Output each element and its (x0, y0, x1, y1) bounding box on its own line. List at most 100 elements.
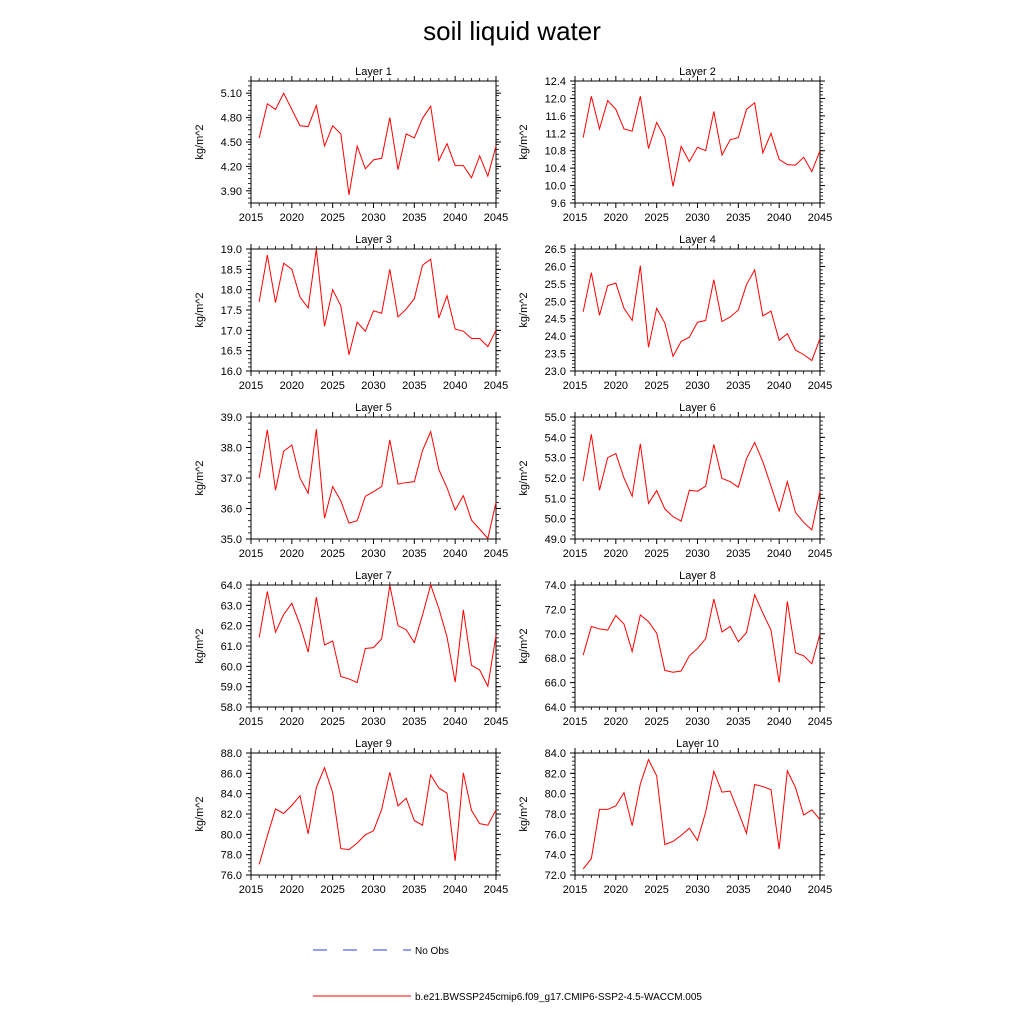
x-tick-label: 2035 (402, 380, 426, 392)
y-tick-label: 51.0 (545, 493, 566, 505)
x-tick-label: 2020 (280, 212, 304, 224)
y-tick-label: 10.4 (545, 163, 566, 175)
x-tick-label: 2035 (726, 380, 750, 392)
y-tick-label: 84.0 (221, 789, 242, 801)
y-tick-label: 78.0 (221, 850, 242, 862)
x-tick-label: 2045 (484, 548, 508, 560)
panel-title: Layer 9 (355, 738, 392, 750)
x-tick-label: 2020 (604, 884, 628, 896)
y-tick-label: 80.0 (221, 829, 242, 841)
x-tick-label: 2025 (644, 548, 668, 560)
y-tick-label: 70.0 (545, 629, 566, 641)
y-tick-label: 72.0 (545, 870, 566, 882)
y-tick-label: 66.0 (545, 678, 566, 690)
x-tick-label: 2030 (685, 212, 709, 224)
y-tick-label: 37.0 (221, 473, 242, 485)
panel-title: Layer 7 (355, 570, 392, 582)
y-tick-label: 82.0 (221, 809, 242, 821)
x-tick-label: 2030 (685, 716, 709, 728)
y-tick-label: 3.90 (221, 186, 242, 198)
y-tick-label: 9.6 (551, 198, 566, 210)
y-tick-label: 55.0 (545, 412, 566, 424)
y-tick-label: 10.8 (545, 146, 566, 158)
y-tick-label: 62.0 (221, 621, 242, 633)
panel-title: Layer 5 (355, 402, 392, 414)
series-line-layer-4 (582, 265, 821, 362)
x-tick-label: 2040 (767, 884, 791, 896)
series-line-layer-7 (258, 583, 497, 688)
y-tick-label: 23.5 (545, 349, 566, 361)
series-line-layer-3 (258, 248, 497, 355)
panel-layer-4: Layer 4 kg/m^2 2015 2020 2025 2030 2035 2040 204… (518, 234, 832, 392)
x-tick-label: 2015 (239, 548, 263, 560)
panel-layer-8: Layer 8 kg/m^2 2015 2020 2025 2030 2035 2040 204… (518, 570, 832, 728)
y-tick-label: 16.0 (221, 366, 242, 378)
x-tick-label: 2020 (280, 884, 304, 896)
x-tick-label: 2045 (808, 884, 832, 896)
x-tick-label: 2030 (685, 548, 709, 560)
x-tick-label: 2015 (239, 884, 263, 896)
figure-title: soil liquid water (423, 16, 601, 46)
x-tick-label: 2015 (563, 716, 587, 728)
x-tick-label: 2030 (361, 884, 385, 896)
y-tick-label: 63.0 (221, 600, 242, 612)
y-tick-label: 10.0 (545, 181, 566, 193)
x-tick-label: 2035 (726, 548, 750, 560)
x-tick-label: 2015 (563, 212, 587, 224)
y-axis-label: kg/m^2 (518, 460, 530, 495)
y-tick-label: 74.0 (545, 850, 566, 862)
y-tick-label: 5.10 (221, 88, 242, 100)
x-tick-label: 2015 (563, 380, 587, 392)
x-tick-label: 2025 (320, 212, 344, 224)
panel-title: Layer 6 (679, 402, 716, 414)
y-tick-label: 18.0 (221, 285, 242, 297)
y-tick-label: 12.4 (545, 76, 566, 88)
x-tick-label: 2045 (808, 548, 832, 560)
y-tick-label: 39.0 (221, 412, 242, 424)
x-tick-label: 2035 (726, 884, 750, 896)
x-tick-label: 2025 (320, 884, 344, 896)
x-tick-label: 2040 (443, 884, 467, 896)
y-tick-label: 26.0 (545, 261, 566, 273)
x-tick-label: 2035 (402, 548, 426, 560)
y-tick-label: 64.0 (545, 702, 566, 714)
x-tick-label: 2030 (685, 380, 709, 392)
y-tick-label: 72.0 (545, 604, 566, 616)
x-tick-label: 2040 (767, 380, 791, 392)
y-tick-label: 17.5 (221, 305, 242, 317)
x-tick-label: 2040 (443, 212, 467, 224)
x-tick-label: 2040 (767, 716, 791, 728)
panel-layer-6: Layer 6 kg/m^2 2015 2020 2025 2030 2035 2040 204… (518, 402, 832, 560)
y-tick-label: 53.0 (545, 453, 566, 465)
panel-title: Layer 10 (676, 738, 719, 750)
x-tick-label: 2030 (685, 884, 709, 896)
panel-title: Layer 1 (355, 66, 392, 78)
panel-layer-2: Layer 2 kg/m^2 2015 2020 2025 2030 2035 2040 204… (518, 66, 832, 224)
y-tick-label: 24.0 (545, 331, 566, 343)
x-tick-label: 2025 (320, 380, 344, 392)
x-tick-label: 2015 (563, 548, 587, 560)
x-tick-label: 2020 (280, 548, 304, 560)
plot-frame (574, 416, 821, 540)
y-tick-label: 84.0 (545, 748, 566, 760)
y-tick-label: 76.0 (545, 829, 566, 841)
y-tick-label: 61.0 (221, 641, 242, 653)
y-axis-label: kg/m^2 (194, 124, 206, 159)
panel-title: Layer 3 (355, 234, 392, 246)
y-tick-label: 26.5 (545, 244, 566, 256)
panel-layer-5: Layer 5 kg/m^2 2015 2020 2025 2030 2035 2040 204… (194, 402, 508, 560)
y-tick-label: 16.5 (221, 346, 242, 358)
y-tick-label: 88.0 (221, 748, 242, 760)
series-line-layer-9 (258, 766, 497, 865)
x-tick-label: 2035 (402, 884, 426, 896)
y-tick-label: 25.5 (545, 279, 566, 291)
y-tick-label: 86.0 (221, 768, 242, 780)
series-line-layer-1 (258, 92, 497, 195)
y-tick-label: 52.0 (545, 473, 566, 485)
y-tick-label: 35.0 (221, 534, 242, 546)
y-tick-label: 23.0 (545, 366, 566, 378)
y-tick-label: 19.0 (221, 244, 242, 256)
y-axis-label: kg/m^2 (194, 628, 206, 663)
x-tick-label: 2045 (808, 716, 832, 728)
